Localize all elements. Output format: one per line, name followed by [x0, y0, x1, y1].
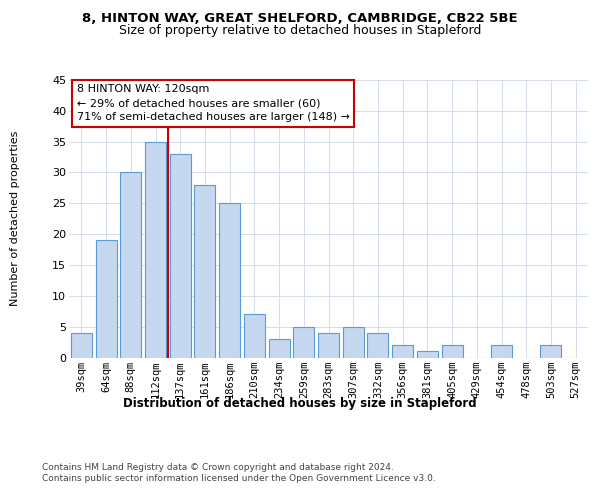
Text: Distribution of detached houses by size in Stapleford: Distribution of detached houses by size … — [123, 398, 477, 410]
Text: 8 HINTON WAY: 120sqm
← 29% of detached houses are smaller (60)
71% of semi-detac: 8 HINTON WAY: 120sqm ← 29% of detached h… — [77, 84, 350, 122]
Bar — [269, 339, 290, 357]
Bar — [145, 142, 166, 358]
Text: Contains HM Land Registry data © Crown copyright and database right 2024.: Contains HM Land Registry data © Crown c… — [42, 462, 394, 471]
Bar — [442, 345, 463, 358]
Text: Size of property relative to detached houses in Stapleford: Size of property relative to detached ho… — [119, 24, 481, 37]
Bar — [244, 314, 265, 358]
Bar — [491, 345, 512, 358]
Bar — [541, 345, 562, 358]
Text: Contains public sector information licensed under the Open Government Licence v3: Contains public sector information licen… — [42, 474, 436, 483]
Bar — [120, 172, 141, 358]
Bar — [219, 204, 240, 358]
Bar — [392, 345, 413, 358]
Bar — [71, 333, 92, 357]
Bar — [194, 185, 215, 358]
Bar — [293, 326, 314, 358]
Bar — [318, 333, 339, 357]
Bar — [95, 240, 116, 358]
Text: 8, HINTON WAY, GREAT SHELFORD, CAMBRIDGE, CB22 5BE: 8, HINTON WAY, GREAT SHELFORD, CAMBRIDGE… — [82, 12, 518, 26]
Bar — [417, 352, 438, 358]
Bar — [170, 154, 191, 358]
Y-axis label: Number of detached properties: Number of detached properties — [10, 131, 20, 306]
Bar — [367, 333, 388, 357]
Bar — [343, 326, 364, 358]
